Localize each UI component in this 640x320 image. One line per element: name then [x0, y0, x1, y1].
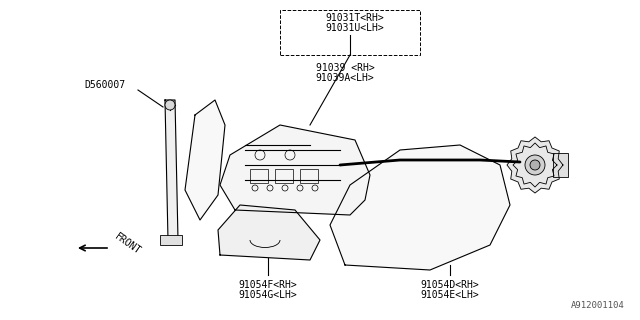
Bar — [160, 235, 182, 245]
Text: A912001104: A912001104 — [572, 301, 625, 310]
Circle shape — [530, 160, 540, 170]
Text: D560007: D560007 — [84, 80, 125, 90]
Circle shape — [165, 100, 175, 110]
Polygon shape — [507, 137, 563, 193]
Polygon shape — [165, 100, 178, 240]
Bar — [275, 169, 293, 183]
Text: 91031U<LH>: 91031U<LH> — [326, 23, 385, 33]
Polygon shape — [220, 125, 370, 215]
Bar — [280, 10, 420, 55]
Circle shape — [525, 155, 545, 175]
Text: FRONT: FRONT — [113, 231, 143, 257]
Polygon shape — [330, 145, 510, 270]
Bar — [300, 169, 318, 183]
Bar — [553, 153, 568, 177]
Text: 91054F<RH>: 91054F<RH> — [239, 280, 298, 290]
Text: 91039A<LH>: 91039A<LH> — [316, 73, 374, 83]
Text: 91039 <RH>: 91039 <RH> — [316, 63, 374, 73]
Text: 91054G<LH>: 91054G<LH> — [239, 290, 298, 300]
Text: 91054D<RH>: 91054D<RH> — [420, 280, 479, 290]
Text: 91054E<LH>: 91054E<LH> — [420, 290, 479, 300]
Text: 91031T<RH>: 91031T<RH> — [326, 13, 385, 23]
Bar — [250, 169, 268, 183]
Polygon shape — [513, 143, 557, 187]
Polygon shape — [185, 100, 225, 220]
Polygon shape — [218, 205, 320, 260]
